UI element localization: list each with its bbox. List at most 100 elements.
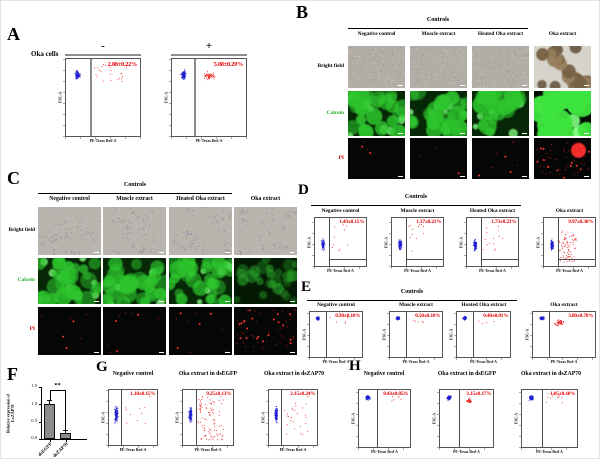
- column-header: Negative control: [357, 31, 396, 37]
- dot-layer: [472, 138, 473, 139]
- micrograph-brightfield: [534, 46, 591, 88]
- dot-layer: [103, 207, 104, 208]
- y-axis-label: FSC-A: [58, 91, 63, 104]
- scale-bar: [584, 84, 589, 86]
- error-bar: [47, 399, 52, 401]
- flow-plot-e3: 0.40±0.01% FSC-A PE-Texas Red-A: [449, 311, 511, 364]
- scale-bar: [94, 351, 99, 353]
- gate-line: [90, 59, 93, 136]
- dot-layer: [472, 46, 473, 47]
- percentage-value: 9.97±0.30%: [568, 219, 594, 225]
- scale-bar: [522, 132, 527, 134]
- scale-bar: [159, 251, 164, 253]
- scale-bar: [159, 351, 164, 353]
- scale-bar: [94, 300, 99, 302]
- x-axis-label: PE-Texas Red-A: [322, 360, 350, 365]
- significance-bracket: [49, 390, 66, 391]
- bar-dsZAP70: [60, 432, 71, 439]
- x-ticks: [532, 358, 596, 360]
- percentage-value: 9.25±0.13%: [206, 391, 232, 397]
- micrograph-calcein: [169, 258, 232, 304]
- row-label-calcein: Calcein: [326, 110, 344, 116]
- condition-minus-label: -: [101, 40, 105, 52]
- x-axis-label: PE-Texas Red-A: [550, 360, 578, 365]
- flow-plot-a-minus: 2.08±0.22% FSC-A PE-Texas Red-A: [58, 58, 141, 143]
- y-ticks: [519, 389, 521, 448]
- dot-layer: [522, 390, 523, 391]
- micrograph-calcein: [472, 91, 529, 136]
- scatter-dots: [172, 59, 246, 136]
- y-ticks: [63, 58, 65, 137]
- x-ticks: [439, 448, 494, 450]
- dot-layer: [440, 390, 441, 391]
- percentage-value: 3.15±0.17%: [466, 391, 492, 397]
- percentage-value: 0.50±0.10%: [415, 313, 441, 319]
- scatter-dots: [522, 390, 577, 447]
- flow-plot-d3: 1.73±0.23% FSC-A PE-Texas Red-A: [459, 217, 519, 273]
- dot-layer: [315, 218, 316, 219]
- dot-layer: [310, 312, 311, 313]
- y-axis-label: FSC-A: [164, 91, 169, 104]
- gate-line: [549, 312, 551, 357]
- y-axis-line: [41, 387, 42, 440]
- gate-line: [405, 312, 407, 357]
- micrograph-brightfield: [38, 207, 101, 255]
- dot-layer: [457, 312, 458, 313]
- x-ticks: [521, 448, 578, 450]
- y-ticks: [387, 311, 389, 358]
- gate-line: [377, 390, 379, 447]
- scale-bar: [290, 251, 295, 253]
- x-tick-mark: [65, 439, 67, 442]
- micrograph-brightfield: [348, 46, 405, 88]
- controls-group-header: Controls: [123, 182, 147, 188]
- panel-d-letter: D: [298, 182, 309, 198]
- dot-layer: [472, 138, 474, 140]
- y-ticks: [180, 389, 182, 446]
- scale-bar: [159, 300, 164, 302]
- column-header: Negative control: [49, 196, 90, 202]
- dot-layer: [183, 390, 184, 391]
- column-header: Oka extract in dsEGFP: [437, 371, 497, 377]
- gate-line-horizontal: [329, 259, 366, 261]
- dot-layer: [269, 390, 270, 391]
- dot-layer: [544, 218, 545, 219]
- flow-plot-e4: 3.80±0.70% FSC-A PE-Texas Red-A: [525, 311, 596, 364]
- scale-bar: [460, 84, 465, 86]
- condition-plus-bar: [171, 54, 247, 57]
- percentage-value: 3.80±0.70%: [568, 313, 594, 319]
- x-axis-label: PE-Texas Red-A: [327, 269, 354, 274]
- scale-bar: [225, 351, 230, 353]
- x-ticks: [268, 446, 318, 448]
- y-ticks: [266, 389, 268, 446]
- x-axis-label: PE-Texas Red-A: [194, 448, 222, 453]
- dot-layer: [38, 207, 39, 208]
- x-axis-label: PE-Texas Red-A: [371, 450, 398, 455]
- scale-bar: [460, 175, 465, 177]
- controls-underline: [307, 300, 517, 301]
- dot-layer: [169, 307, 171, 309]
- y-ticks: [464, 217, 466, 267]
- y-ticks: [530, 311, 532, 358]
- condition-minus-bar: [65, 54, 141, 57]
- y-axis-label: FSC-A: [449, 328, 454, 341]
- column-header: Oka extract: [555, 208, 584, 214]
- column-header: Oka extract: [548, 31, 577, 37]
- column-header: Oka extract: [250, 196, 281, 202]
- panel-f-letter: F: [7, 364, 18, 384]
- scatter-dots: [440, 390, 493, 447]
- scale-bar: [398, 175, 403, 177]
- flow-plot-area: 2.15±0.24%: [268, 389, 318, 446]
- column-header: Negative control: [363, 371, 405, 377]
- x-ticks: [543, 267, 596, 269]
- controls-underline: [348, 28, 528, 29]
- y-tick-label: 1.5: [31, 383, 37, 389]
- panel-a-letter: A: [7, 24, 20, 44]
- dot-layer: [315, 218, 316, 219]
- percentage-value: 0.50±0.10%: [335, 313, 361, 319]
- panel-g-letter: G: [96, 359, 108, 375]
- micrograph-calcein: [410, 91, 467, 136]
- scale-bar: [584, 175, 589, 177]
- column-header: Heated Oka extract: [477, 31, 524, 37]
- column-header: Muscle extract: [400, 208, 435, 214]
